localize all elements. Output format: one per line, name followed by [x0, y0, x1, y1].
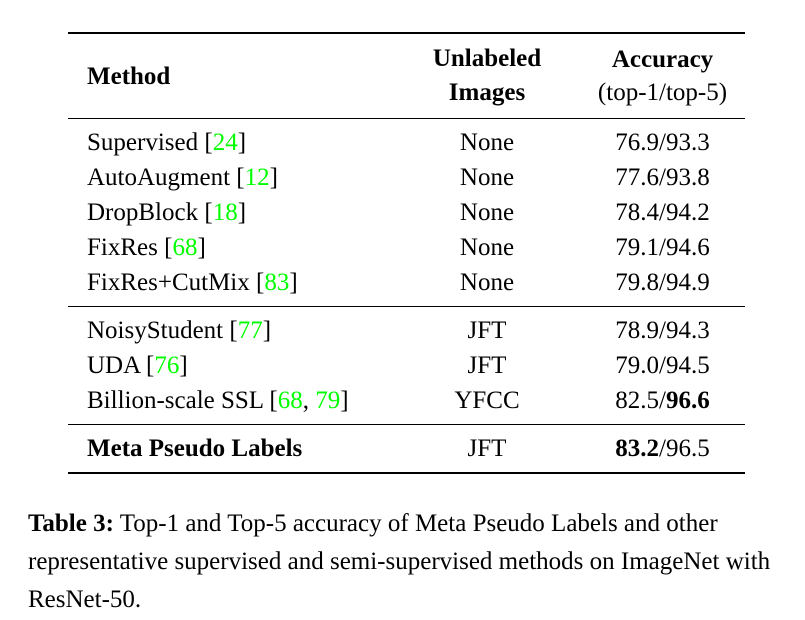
unlabeled-cell: YFCC [454, 387, 520, 414]
top5-value: 93.3 [665, 129, 710, 156]
top1-value: 83.2 [615, 435, 660, 462]
top5-value: 94.9 [665, 269, 710, 296]
method-name: NoisyStudent [87, 317, 224, 344]
method-cell: AutoAugment [12] [87, 164, 278, 191]
top5-value: 94.5 [665, 352, 710, 379]
top5-value: 96.6 [665, 387, 710, 414]
method-name: FixRes+CutMix [87, 269, 250, 296]
table-row: FixRes [68] None 79.1/94.6 [68, 230, 745, 265]
header-accuracy-label: Accuracy [611, 46, 714, 73]
unlabeled-cell: None [459, 199, 515, 226]
top1-value: 77.6 [615, 164, 660, 191]
top5-value: 96.5 [665, 435, 710, 462]
citation-link[interactable]: 68 [172, 234, 198, 261]
method-name: Billion-scale SSL [87, 387, 264, 414]
accuracy-cell: 79.1/94.6 [615, 234, 710, 261]
unlabeled-cell: JFT [467, 317, 507, 344]
table-row: Meta Pseudo Labels JFT 83.2/96.5 [68, 424, 745, 474]
citation-link[interactable]: 76 [154, 352, 180, 379]
header-unlabeled: Unlabeled Images [420, 33, 554, 119]
method-name: UDA [87, 352, 140, 379]
table-row: DropBlock [18] None 78.4/94.2 [68, 195, 745, 230]
accuracy-cell: 78.9/94.3 [615, 317, 710, 344]
unlabeled-cell: JFT [467, 352, 507, 379]
citation-link[interactable]: 77 [237, 317, 263, 344]
unlabeled-cell: None [459, 129, 515, 156]
method-cell: FixRes [68] [87, 234, 206, 261]
top1-value: 78.9 [615, 317, 660, 344]
citation-link[interactable]: 79 [315, 387, 341, 414]
top5-value: 94.6 [665, 234, 710, 261]
caption-label: Table 3: [28, 510, 114, 537]
accuracy-cell: 77.6/93.8 [615, 164, 710, 191]
method-cell: Billion-scale SSL [68, 79] [87, 387, 349, 414]
method-cell: FixRes+CutMix [83] [87, 269, 298, 296]
top1-value: 76.9 [615, 129, 660, 156]
top5-value: 94.2 [665, 199, 710, 226]
method-cell: Supervised [24] [87, 129, 247, 156]
table-row: Billion-scale SSL [68, 79] YFCC 82.5/96.6 [68, 383, 745, 425]
unlabeled-cell: None [459, 164, 515, 191]
citation-link[interactable]: 83 [264, 269, 290, 296]
accuracy-cell: 83.2/96.5 [615, 435, 710, 462]
method-cell: NoisyStudent [77] [87, 317, 272, 344]
top1-value: 79.1 [615, 234, 660, 261]
table-caption: Table 3: Top-1 and Top-5 accuracy of Met… [28, 505, 798, 619]
citation-link[interactable]: 18 [212, 199, 238, 226]
method-name: Supervised [87, 129, 199, 156]
accuracy-cell: 82.5/96.6 [615, 387, 710, 414]
top1-value: 79.0 [615, 352, 660, 379]
header-accuracy-sub: (top-1/top-5) [597, 79, 728, 106]
table-row: Supervised [24] None 76.9/93.3 [68, 118, 745, 161]
accuracy-cell: 79.8/94.9 [615, 269, 710, 296]
accuracy-cell: 76.9/93.3 [615, 129, 710, 156]
top1-value: 79.8 [615, 269, 660, 296]
unlabeled-cell: None [459, 269, 515, 296]
method-cell: DropBlock [18] [87, 199, 247, 226]
method-name: DropBlock [87, 199, 199, 226]
citation-link[interactable]: 12 [244, 164, 270, 191]
table-row: AutoAugment [12] None 77.6/93.8 [68, 160, 745, 195]
top1-value: 82.5 [615, 387, 660, 414]
method-name: FixRes [87, 234, 158, 261]
results-table: Method Unlabeled Images Accuracy (top-1/… [68, 32, 745, 474]
header-method: Method [87, 62, 171, 90]
accuracy-cell: 78.4/94.2 [615, 199, 710, 226]
method-name: AutoAugment [87, 164, 231, 191]
caption-text: Top-1 and Top-5 accuracy of Meta Pseudo … [28, 510, 771, 613]
table-row: FixRes+CutMix [83] None 79.8/94.9 [68, 265, 745, 307]
citation-link[interactable]: 24 [212, 129, 238, 156]
citation-link[interactable]: 68 [277, 387, 303, 414]
header-unlabeled-line1: Unlabeled [432, 45, 542, 72]
table-row: UDA [76] JFT 79.0/94.5 [68, 348, 745, 383]
top5-value: 93.8 [665, 164, 710, 191]
method-name: Meta Pseudo Labels [87, 435, 303, 462]
method-cell: Meta Pseudo Labels [68, 425, 420, 474]
unlabeled-cell: JFT [467, 435, 507, 462]
table-row: NoisyStudent [77] JFT 78.9/94.3 [68, 306, 745, 349]
header-row: Method Unlabeled Images Accuracy (top-1/… [68, 33, 745, 119]
top5-value: 94.3 [665, 317, 710, 344]
header-accuracy: Accuracy (top-1/top-5) [554, 33, 745, 119]
header-unlabeled-line2: Images [448, 79, 526, 106]
top1-value: 78.4 [615, 199, 660, 226]
results-table-container: Method Unlabeled Images Accuracy (top-1/… [68, 32, 745, 474]
accuracy-cell: 79.0/94.5 [615, 352, 710, 379]
method-cell: UDA [76] [87, 352, 188, 379]
unlabeled-cell: None [459, 234, 515, 261]
